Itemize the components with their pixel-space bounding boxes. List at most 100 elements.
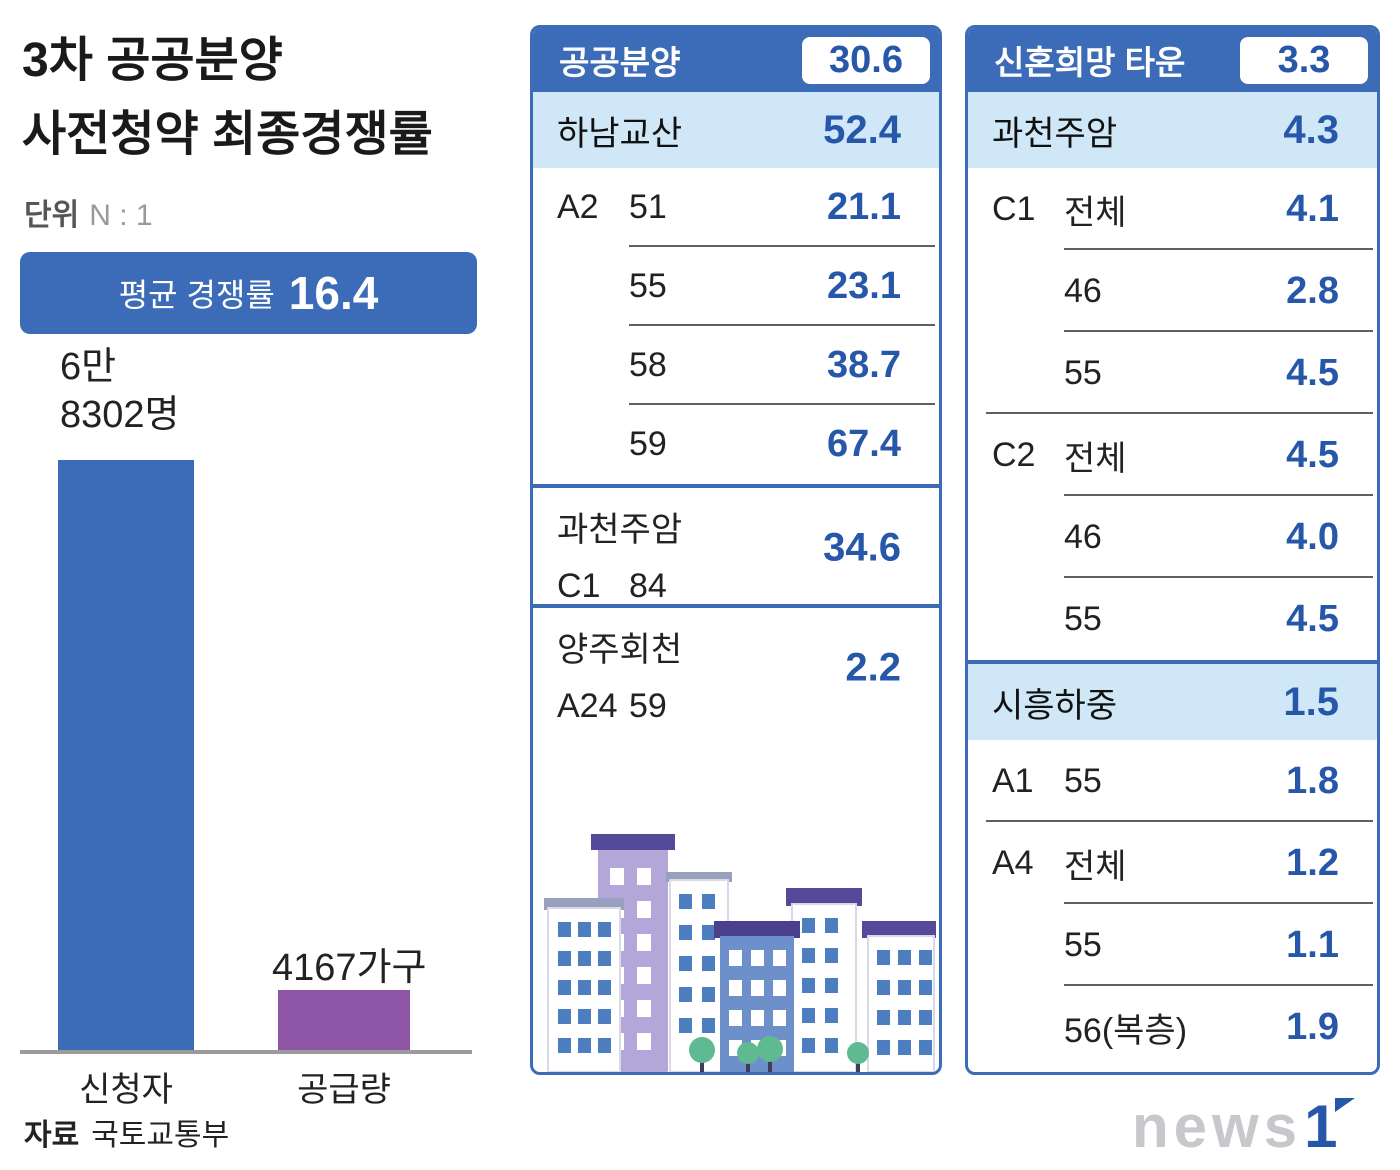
block-cell: A2 [557,188,599,226]
size-cell: 55 [1064,353,1102,392]
applicants-bar [58,460,194,1050]
trees [689,1036,869,1072]
page-title-line2: 사전청약 최종경쟁률 [22,108,433,161]
city-illustration [533,822,939,1072]
rate-cell: 4.1 [1286,187,1339,230]
size-cell: 55 [1064,761,1102,800]
public-sale-panel: 공공분양 30.6 하남교산 52.4 A2 51 21.1 55 23.1 5… [530,25,942,1075]
size-cell: 전체 [1064,193,1127,232]
highlight-row-gwacheon: 과천주암 4.3 [968,92,1377,168]
size-cell: 84 [629,567,667,605]
group-row-gwacheon: 과천주암 C1 84 34.6 [533,488,939,606]
source-value: 국토교통부 [91,1119,230,1152]
complex-name: 과천주암 [557,511,683,549]
rate-cell: 38.7 [827,344,901,386]
rate-cell: 1.8 [1286,759,1339,802]
table-row: C1 전체 4.1 [968,168,1377,250]
unit-label: 단위 [24,199,80,232]
size-cell: 56(복층) [1064,1011,1188,1050]
rate-cell: 21.1 [827,186,901,228]
table-row: A1 55 1.8 [968,740,1377,822]
table-row: 59 67.4 [533,405,939,484]
supply-value-label: 4167가구 [272,947,427,989]
table-row: A4 전체 1.2 [968,822,1377,904]
page-title-line1: 3차 공공분양 [22,34,283,87]
newlywed-panel-title: 신혼희망 타운 [994,44,1186,81]
rate-cell: 1.1 [1286,923,1339,966]
city-illustration-svg [544,834,936,1072]
category-label-applicants: 신청자 [79,1071,173,1109]
size-cell: 전체 [1064,439,1127,478]
block-cell: C1 [557,567,601,605]
size-cell: 59 [629,425,667,463]
size-cell: 46 [1064,517,1102,556]
building-left-white [544,898,624,1072]
unit-value: N : 1 [89,199,153,232]
block-cell: A24 [557,687,618,725]
complex-name: 시흥하중 [992,686,1118,725]
news1-logo-one: 1 [1304,1093,1357,1160]
supply-bar [278,990,410,1050]
public-sale-total-badge: 30.6 [802,36,930,84]
size-cell: 55 [1064,599,1102,638]
highlight-row-hanam: 하남교산 52.4 [533,92,939,168]
rate-cell: 4.0 [1286,515,1339,558]
rate-cell: 1.5 [1283,679,1339,724]
table-row: C2 전체 4.5 [968,414,1377,496]
rate-cell: 4.5 [1286,351,1339,394]
rate-cell: 2.2 [845,645,901,690]
complex-name: 과천주암 [992,114,1118,153]
applicants-value-line2: 8302명 [60,393,180,436]
size-cell: 46 [1064,271,1102,310]
size-cell: 51 [629,188,667,226]
table-row: 46 2.8 [968,250,1377,332]
rate-cell: 34.6 [823,525,901,570]
size-cell: 59 [629,687,667,725]
table-row: 56(복층) 1.9 [968,986,1377,1068]
category-label-supply: 공급량 [297,1071,391,1109]
complex-name: 하남교산 [557,114,683,153]
table-row: 55 4.5 [968,578,1377,660]
public-sale-panel-title: 공공분양 [559,44,681,81]
news1-logo: news 1 [1132,1092,1357,1161]
newlywed-town-panel: 신혼희망 타운 3.3 과천주암 4.3 C1 전체 4.1 46 2.8 55… [965,25,1380,1075]
public-sale-panel-header: 공공분양 30.6 [533,28,939,92]
table-row: 58 38.7 [533,326,939,405]
block-cell: A1 [992,761,1034,800]
source-note: 자료 국토교통부 [24,1110,229,1154]
rate-cell: 4.5 [1286,597,1339,640]
rate-cell: 1.9 [1286,1005,1339,1048]
rate-cell: 67.4 [827,423,901,465]
section-divider [533,604,939,608]
group-subrow: C1 84 [557,567,901,606]
rate-cell: 52.4 [823,107,901,152]
size-cell: 55 [1064,925,1102,964]
table-row: A2 51 21.1 [533,168,939,247]
block-cell: A4 [992,843,1034,882]
unit-note: 단위 N : 1 [24,190,153,234]
average-rate-banner: 평균 경쟁률 16.4 [20,252,477,334]
size-cell: 58 [629,346,667,384]
source-label: 자료 [24,1119,80,1152]
table-row: 55 23.1 [533,247,939,326]
building-purple-cap-white [786,888,862,1072]
group-row-yangju: 양주회천 A24 59 2.2 [533,608,939,725]
rate-cell: 4.5 [1286,433,1339,476]
complex-name: 양주회천 [557,631,683,669]
table-row: 55 4.5 [968,332,1377,414]
newlywed-total-badge: 3.3 [1240,36,1368,84]
section-divider [968,660,1377,664]
average-rate-value: 16.4 [288,267,379,319]
building-right-white [862,921,936,1072]
news1-logo-text: news [1132,1093,1303,1160]
newlywed-panel-header: 신혼희망 타운 3.3 [968,28,1377,92]
average-rate-label: 평균 경쟁률 [118,277,275,313]
applicants-value-label: 6만 8302명 [60,344,180,439]
size-cell: 55 [629,267,667,305]
applicants-value-line1: 6만 [60,346,117,388]
highlight-row-siheung: 시흥하중 1.5 [968,664,1377,740]
block-cell: C1 [992,189,1036,228]
size-cell: 전체 [1064,847,1127,886]
table-row: 46 4.0 [968,496,1377,578]
